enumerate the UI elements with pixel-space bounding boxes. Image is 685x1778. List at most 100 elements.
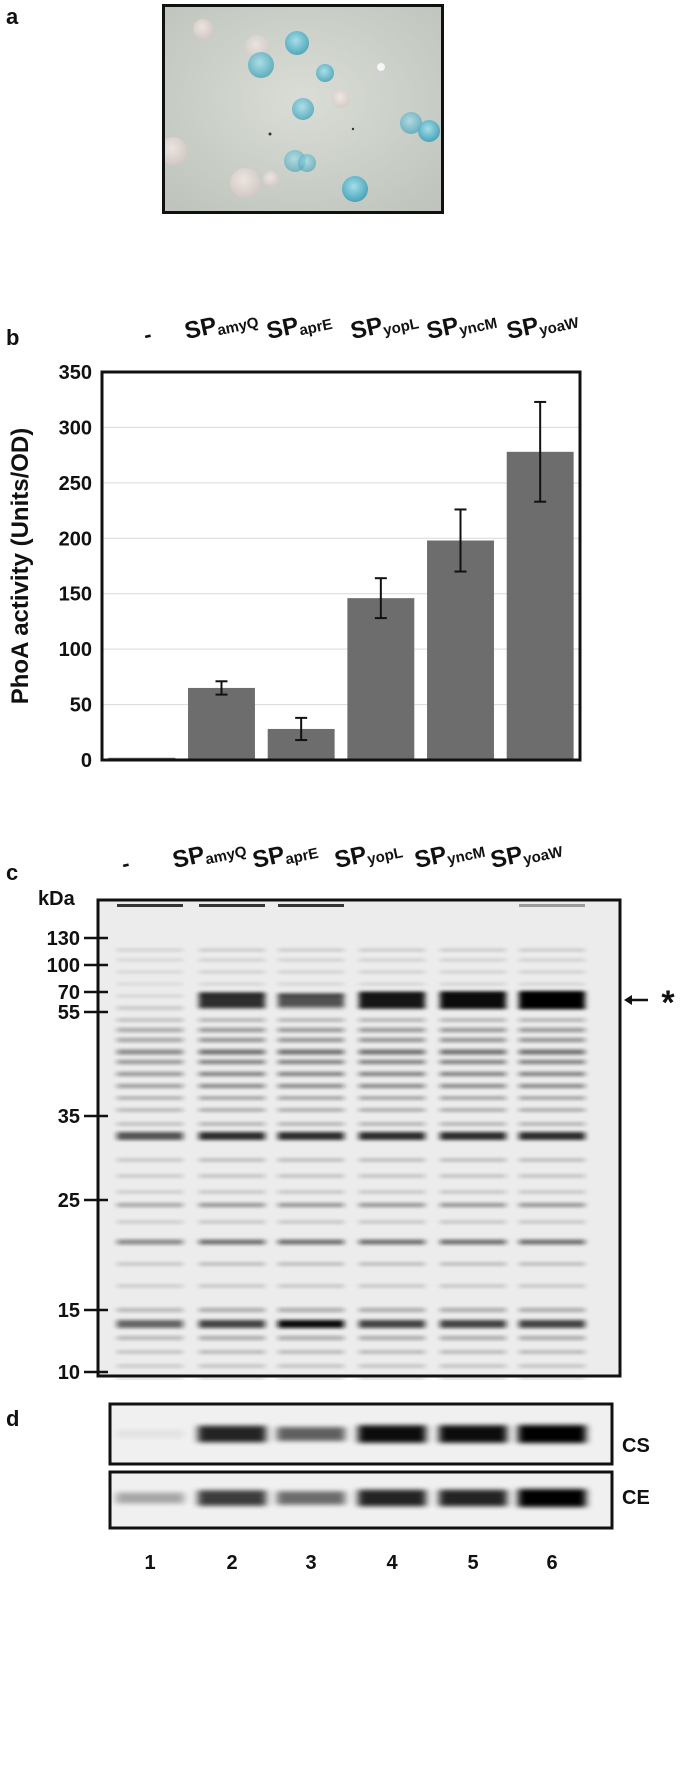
protein-band: [440, 1203, 506, 1207]
target-asterisk: *: [661, 984, 675, 1022]
protein-band: [199, 1060, 265, 1064]
protein-band: [199, 959, 265, 961]
lane-number: 4: [386, 1552, 398, 1574]
protein-band: [199, 1006, 265, 1010]
protein-band: [117, 1108, 183, 1112]
protein-band: [278, 1158, 344, 1162]
protein-band: [519, 1049, 585, 1055]
marker-label: 100: [47, 955, 80, 977]
y-tick-label: 300: [59, 417, 92, 439]
protein-band: [359, 1284, 425, 1288]
protein-band: [199, 1284, 265, 1288]
protein-band: [440, 1158, 506, 1162]
protein-band: [440, 1060, 506, 1064]
protein-band: [519, 1220, 585, 1224]
phoa-band: [519, 991, 585, 1009]
blot-band: [358, 1489, 426, 1507]
protein-band: [199, 1220, 265, 1224]
protein-band: [359, 949, 425, 951]
protein-band: [117, 1336, 183, 1340]
protein-band: [278, 949, 344, 951]
protein-band: [278, 971, 344, 973]
marker-label: 35: [58, 1106, 80, 1128]
panel-b-label: b: [6, 325, 20, 350]
colony: [165, 137, 187, 165]
chart-category-label: SPaprE: [264, 311, 334, 346]
protein-band: [359, 959, 425, 961]
blot-band: [198, 1490, 266, 1506]
protein-band: [440, 1336, 506, 1340]
blot-band: [116, 1429, 184, 1439]
blot-row-frame: [108, 1402, 614, 1466]
protein-band: [519, 1284, 585, 1288]
protein-band: [278, 1096, 344, 1100]
protein-band: [519, 1060, 585, 1064]
protein-band: [117, 1038, 183, 1042]
protein-band: [359, 1220, 425, 1224]
y-tick-label: 0: [81, 750, 92, 772]
protein-band: [199, 1336, 265, 1340]
bar-SPyopL: [347, 598, 415, 760]
blot-band: [277, 1491, 345, 1505]
protein-band: [359, 1320, 425, 1328]
protein-band: [278, 1336, 344, 1340]
protein-band: [519, 1018, 585, 1022]
protein-band: [117, 1096, 183, 1100]
protein-band: [359, 1262, 425, 1266]
protein-band: [199, 1203, 265, 1207]
protein-band: [359, 1190, 425, 1194]
protein-band: [359, 1132, 425, 1140]
lane-number: 3: [305, 1552, 317, 1574]
protein-band: [440, 1308, 506, 1312]
protein-band: [519, 1174, 585, 1178]
protein-band: [199, 1378, 265, 1380]
protein-band: [519, 1072, 585, 1076]
protein-band: [278, 1203, 344, 1207]
protein-band: [359, 1084, 425, 1088]
protein-band: [117, 1122, 183, 1126]
protein-band: [117, 971, 183, 973]
y-tick-label: 50: [70, 695, 92, 717]
protein-band: [359, 1378, 425, 1380]
protein-band: [117, 1072, 183, 1076]
colony: [292, 98, 314, 120]
protein-band: [440, 1262, 506, 1266]
protein-band: [278, 1284, 344, 1288]
protein-band: [278, 1174, 344, 1178]
protein-band: [278, 1132, 344, 1140]
protein-band: [440, 1038, 506, 1042]
colony: [316, 64, 334, 82]
protein-band: [117, 1132, 183, 1140]
protein-band: [117, 1220, 183, 1224]
protein-band: [440, 949, 506, 951]
protein-band: [359, 1018, 425, 1022]
y-tick-label: 100: [59, 639, 92, 661]
protein-band: [359, 1060, 425, 1064]
protein-band: [359, 1364, 425, 1368]
protein-band: [519, 1308, 585, 1312]
protein-band: [440, 1239, 506, 1245]
gel-lane-label: SPamyQ: [170, 840, 249, 875]
protein-band: [199, 949, 265, 951]
protein-band: [278, 1378, 344, 1380]
protein-band: [278, 1364, 344, 1368]
protein-band: [199, 1350, 265, 1354]
colony: [377, 63, 385, 71]
protein-band: [519, 1028, 585, 1032]
well: [278, 904, 344, 907]
protein-band: [278, 1190, 344, 1194]
gel-lane-label: SPyopL: [332, 840, 405, 875]
chart-category-label: -: [141, 321, 154, 348]
protein-band: [359, 1336, 425, 1340]
protein-band: [278, 959, 344, 961]
protein-band: [117, 1174, 183, 1178]
protein-band: [278, 1072, 344, 1076]
y-tick-label: 150: [59, 584, 92, 606]
chart-category-label: SPyopL: [348, 311, 421, 346]
protein-band: [117, 1060, 183, 1064]
protein-band: [440, 1350, 506, 1354]
colony: [230, 168, 260, 198]
panel-a-label: a: [6, 4, 19, 29]
protein-band: [440, 1190, 506, 1194]
well: [199, 904, 265, 907]
